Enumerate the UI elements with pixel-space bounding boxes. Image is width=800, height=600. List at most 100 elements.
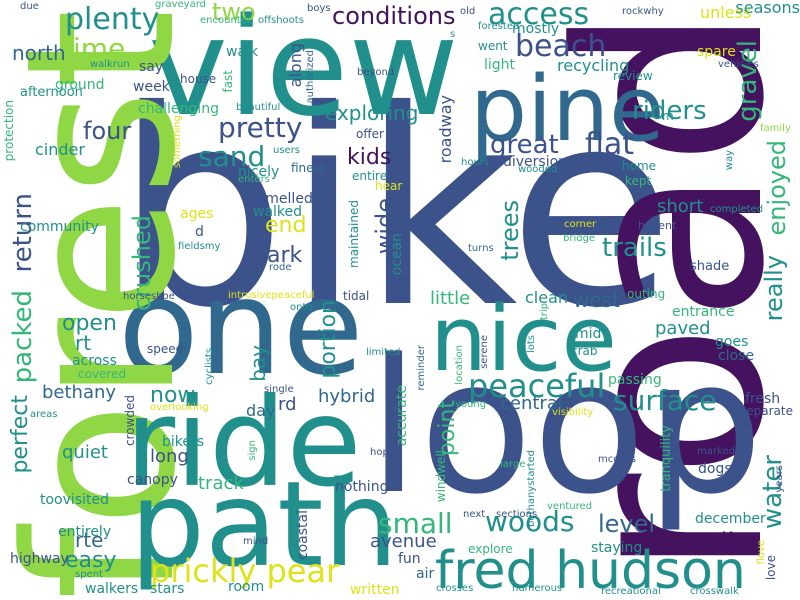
word-crosswalk: crosswalk: [690, 586, 739, 597]
word-separate: separate: [740, 404, 793, 418]
word-across: across: [72, 353, 117, 369]
word-users: users: [273, 145, 301, 156]
word-stars: stars: [150, 581, 185, 597]
word-plenty: plenty: [65, 2, 160, 37]
word-accurate: accurate: [394, 385, 410, 447]
word-shade: shade: [690, 259, 730, 274]
word-rte: rte: [75, 528, 104, 552]
word-old: old: [460, 6, 476, 17]
word-time: time: [62, 32, 126, 65]
word-great: great: [490, 130, 559, 160]
word-dogs: dogs: [698, 461, 732, 477]
word-community: community: [20, 219, 99, 235]
word-path: path: [130, 455, 399, 593]
word-enjoyed: enjoyed: [763, 140, 791, 236]
word-review: review: [613, 69, 653, 83]
word-conditions: conditions: [332, 2, 456, 30]
word-havent: havent: [638, 219, 677, 232]
word-quiet: quiet: [62, 442, 108, 463]
word-cinder: cinder: [35, 140, 85, 159]
word-single: single: [264, 384, 294, 395]
word-nothing: nothing: [335, 479, 389, 495]
word-s: s: [450, 29, 456, 40]
word-fun: fun: [398, 551, 421, 567]
word-small: small: [378, 507, 453, 540]
word-room: room: [228, 579, 265, 595]
word-flove: flove: [756, 540, 767, 565]
word-north: north: [12, 41, 66, 65]
word-written: written: [350, 582, 400, 598]
word-end: end: [265, 213, 307, 238]
word-west: west: [573, 288, 620, 312]
word-lots: lots: [526, 335, 537, 354]
word-spare: spare: [697, 44, 736, 60]
word-four: four: [83, 117, 132, 145]
word-crosses: crosses: [436, 583, 474, 594]
word-rt: rt: [75, 331, 92, 355]
word-recreational: recreational: [601, 586, 661, 597]
word-kids: kids: [347, 145, 392, 170]
word-flat: flat: [585, 127, 635, 162]
word-level: level: [598, 510, 656, 538]
word-trees: trees: [496, 200, 524, 261]
word-overlooking: overlooking: [150, 402, 209, 413]
word-maintained: maintained: [347, 200, 361, 268]
word-beyond: beyond: [357, 67, 395, 78]
word-two: two: [212, 0, 256, 26]
word-beautiful: beautiful: [236, 102, 281, 113]
word-toovisited: toovisited: [40, 492, 109, 508]
word-december: december: [695, 511, 766, 527]
word-offshoots: offshoots: [258, 15, 304, 26]
word-recycling: recycling: [557, 56, 630, 75]
word-tidal: tidal: [343, 289, 370, 303]
word-intrusivepeaceful: intrusivepeaceful: [228, 290, 315, 301]
word-hybrid: hybrid: [318, 386, 376, 407]
word-challenging: challenging: [138, 101, 219, 117]
word-enters: enters: [238, 174, 270, 185]
word-clean: clean: [525, 288, 569, 307]
word-park: park: [253, 243, 303, 268]
word-open: open: [62, 311, 117, 336]
word-smelled: smelled: [258, 191, 313, 207]
word-nicely: nicely: [238, 164, 280, 180]
word-onto: onto: [290, 302, 313, 313]
word-light: light: [484, 57, 516, 73]
word-view: view: [148, 0, 459, 146]
word-now: now: [150, 383, 196, 408]
word-short: short: [657, 196, 704, 217]
word-something: something: [172, 115, 183, 168]
word-ground: ground: [55, 77, 105, 93]
word-offer: offer: [356, 127, 384, 141]
word-beach: beach: [515, 29, 607, 64]
word-kept: kept: [625, 174, 652, 188]
word-fred-hudson: fred hudson: [435, 541, 746, 600]
word-canopy: canopy: [127, 472, 178, 488]
word-areas: areas: [30, 409, 58, 420]
word-say: say: [139, 59, 164, 75]
word-speed: speed: [147, 342, 184, 356]
word-wooded: wooded: [518, 164, 558, 175]
word-rd: rd: [278, 394, 297, 415]
word-family: family: [760, 123, 791, 134]
word-mccoys: mccoys: [598, 454, 636, 465]
word-serene: serene: [479, 335, 490, 369]
word-prickly-pear: prickly pear: [150, 552, 340, 590]
word-horseshoe: horseshoe: [123, 291, 175, 302]
word-hear: hear: [375, 179, 403, 193]
word-entirely: entirely: [58, 524, 112, 540]
word-pretty: pretty: [218, 111, 303, 144]
word-house: house: [180, 72, 217, 86]
word-fresh: fresh: [745, 391, 781, 407]
word-crab: crab: [571, 344, 598, 358]
word-corner: corner: [564, 219, 597, 230]
word-packed: packed: [8, 290, 38, 384]
word-afternoon: afternoon: [20, 85, 83, 100]
word-spent: spent: [75, 569, 103, 580]
word-protection: protection: [2, 100, 16, 162]
word-fieldsmy: fieldsmy: [178, 241, 221, 252]
word-due: due: [20, 1, 39, 12]
word-graveyard: graveyard: [155, 0, 206, 10]
word-walked: walked: [253, 204, 303, 220]
word-trip: trip: [539, 303, 550, 321]
